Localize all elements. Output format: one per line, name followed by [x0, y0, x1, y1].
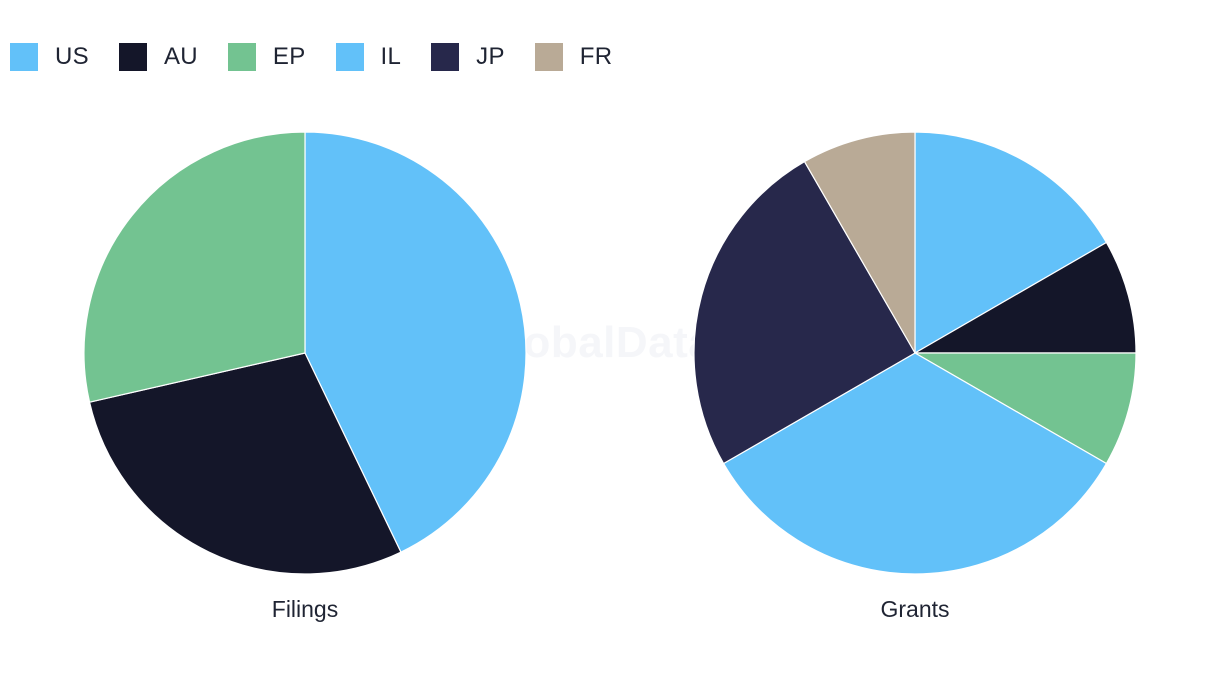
- pie-slice-au[interactable]: [914, 241, 1137, 354]
- pie-slice-il[interactable]: [723, 352, 1107, 575]
- pie-grants: [693, 131, 1137, 575]
- legend-swatch: [534, 43, 563, 71]
- legend-swatch: [335, 43, 364, 71]
- legend-item-jp[interactable]: JP: [431, 43, 505, 71]
- pie-slice-us[interactable]: [914, 131, 1107, 354]
- legend-label: JP: [476, 43, 505, 70]
- pie-slice-fr[interactable]: [803, 131, 916, 354]
- legend-swatch: [431, 43, 460, 71]
- legend-item-ep[interactable]: EP: [227, 43, 306, 71]
- legend-label: AU: [163, 43, 198, 70]
- legend-swatch: [10, 43, 38, 71]
- pie-slice-au[interactable]: [88, 352, 402, 575]
- pie-title-filings: Filings: [272, 596, 338, 622]
- pie-slice-ep[interactable]: [83, 131, 306, 403]
- legend-swatch: [118, 43, 147, 71]
- pie-slice-jp[interactable]: [693, 161, 916, 465]
- legend-item-us[interactable]: US: [10, 43, 89, 71]
- pie-slice-us[interactable]: [304, 131, 527, 553]
- legend-item-fr[interactable]: FR: [534, 43, 613, 71]
- pie-slice-ep[interactable]: [914, 352, 1137, 465]
- chart-legend: US AU EP IL JP FR: [10, 42, 642, 72]
- legend-label: US: [55, 43, 89, 70]
- legend-swatch: [227, 43, 256, 71]
- pie-title-grants: Grants: [880, 596, 949, 622]
- legend-item-il[interactable]: IL: [335, 43, 402, 71]
- legend-label: FR: [579, 43, 613, 70]
- pie-filings: [83, 131, 527, 575]
- legend-item-au[interactable]: AU: [118, 43, 198, 71]
- legend-label: IL: [380, 43, 402, 70]
- legend-label: EP: [272, 43, 306, 70]
